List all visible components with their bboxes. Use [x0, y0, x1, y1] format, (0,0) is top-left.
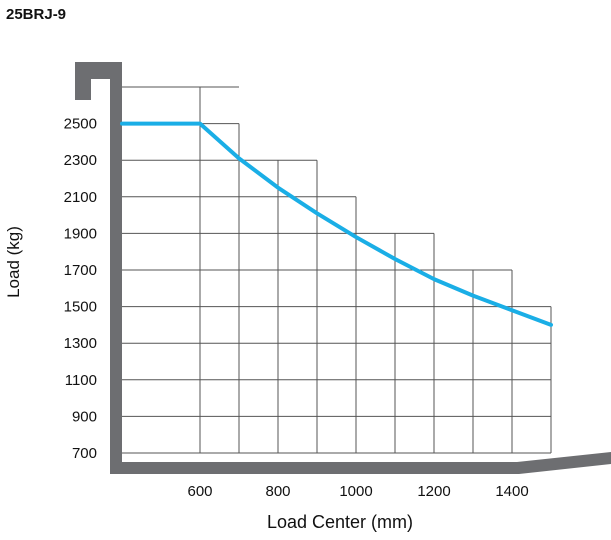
y-tick-label: 1700 — [64, 262, 97, 279]
y-tick-label: 2100 — [64, 189, 97, 206]
capacity-curve — [120, 121, 553, 327]
y-tick-label: 700 — [72, 445, 97, 462]
x-axis-label: Load Center (mm) — [266, 512, 414, 532]
chart-title: 25BRJ-9 — [6, 6, 67, 23]
x-tick-label: 1000 — [339, 483, 372, 500]
x-tick-label: 1400 — [495, 483, 528, 500]
x-tick-label: 600 — [187, 483, 212, 500]
y-tick-label: 900 — [72, 408, 97, 425]
y-tick-label: 1500 — [64, 299, 97, 316]
y-tick-label: 1100 — [65, 372, 97, 389]
y-tick-label: 1300 — [64, 335, 97, 352]
x-tick-label: 1200 — [417, 483, 450, 500]
y-tick-label: 2500 — [64, 116, 97, 133]
x-tick-label: 800 — [265, 483, 290, 500]
y-tick-label: 2300 — [64, 152, 97, 169]
y-tick-label: 1900 — [64, 225, 97, 242]
